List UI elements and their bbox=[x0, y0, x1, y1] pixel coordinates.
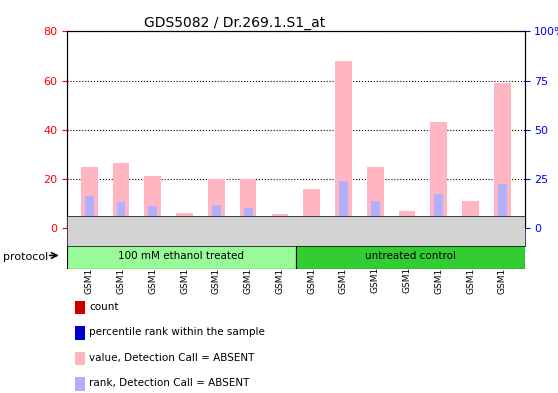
Text: protocol: protocol bbox=[3, 252, 48, 262]
Bar bbox=[212, 205, 221, 228]
Bar bbox=[466, 218, 475, 228]
Bar bbox=[240, 179, 257, 228]
Text: rank, Detection Call = ABSENT: rank, Detection Call = ABSENT bbox=[89, 378, 249, 388]
Bar bbox=[367, 167, 383, 228]
Bar bbox=[494, 83, 511, 228]
Bar bbox=[402, 219, 411, 228]
Bar bbox=[113, 163, 129, 228]
Bar bbox=[117, 202, 126, 228]
Bar bbox=[371, 201, 379, 228]
Bar bbox=[296, 244, 525, 269]
Text: untreated control: untreated control bbox=[364, 252, 456, 261]
Bar bbox=[335, 61, 352, 228]
Bar bbox=[498, 184, 507, 228]
Bar bbox=[434, 193, 443, 228]
Bar bbox=[304, 189, 320, 228]
Bar bbox=[145, 176, 161, 228]
Bar bbox=[81, 167, 98, 228]
Text: GDS5082 / Dr.269.1.S1_at: GDS5082 / Dr.269.1.S1_at bbox=[144, 16, 325, 30]
Text: value, Detection Call = ABSENT: value, Detection Call = ABSENT bbox=[89, 353, 254, 363]
Bar bbox=[339, 181, 348, 228]
Bar bbox=[398, 211, 415, 228]
Text: 100 mM ethanol treated: 100 mM ethanol treated bbox=[118, 252, 244, 261]
Bar bbox=[276, 220, 284, 228]
Bar bbox=[180, 220, 189, 228]
Bar bbox=[67, 244, 296, 269]
Bar bbox=[148, 206, 157, 228]
Bar bbox=[430, 122, 447, 228]
Text: count: count bbox=[89, 301, 119, 312]
Bar bbox=[307, 216, 316, 228]
Bar bbox=[244, 208, 253, 228]
Bar bbox=[85, 196, 94, 228]
Text: percentile rank within the sample: percentile rank within the sample bbox=[89, 327, 265, 337]
Bar bbox=[272, 215, 288, 228]
Bar bbox=[208, 179, 225, 228]
Bar bbox=[462, 201, 479, 228]
Bar bbox=[176, 213, 193, 228]
